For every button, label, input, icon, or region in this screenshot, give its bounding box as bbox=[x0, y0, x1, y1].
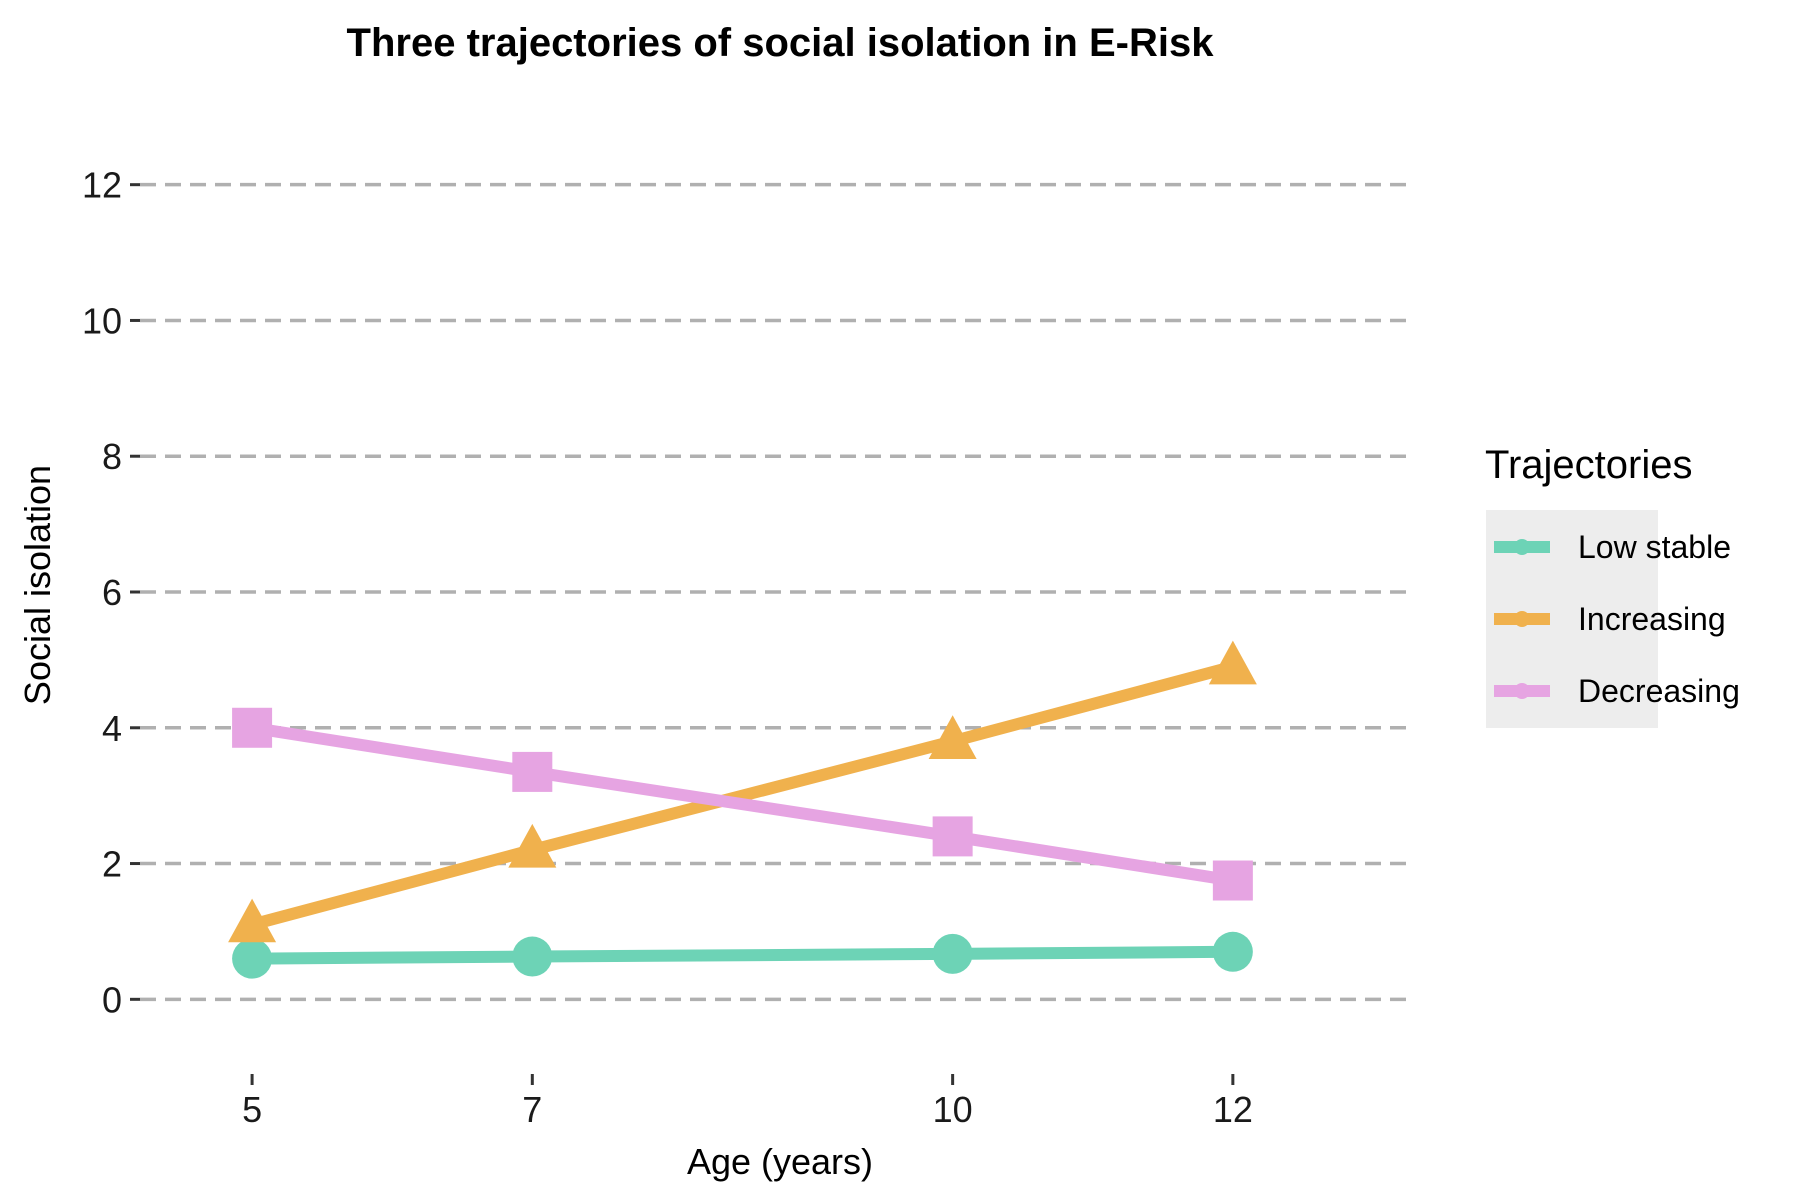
series-lines bbox=[228, 640, 1257, 979]
data-point-square bbox=[512, 751, 553, 792]
data-point-triangle bbox=[508, 823, 557, 868]
series-decreasing bbox=[232, 707, 1253, 901]
data-point-square bbox=[932, 816, 973, 857]
x-tick-label: 12 bbox=[1213, 1089, 1253, 1130]
y-axis-title: Social isolation bbox=[17, 465, 58, 705]
data-point-triangle bbox=[1208, 640, 1257, 685]
x-tick-label: 7 bbox=[522, 1089, 542, 1130]
y-tick-label: 10 bbox=[82, 300, 122, 341]
legend-swatch-dot bbox=[1514, 683, 1530, 699]
legend-title: Trajectories bbox=[1485, 443, 1692, 487]
x-axis-title: Age (years) bbox=[687, 1141, 873, 1182]
y-tick-label: 2 bbox=[102, 844, 122, 885]
data-point-triangle bbox=[228, 898, 277, 943]
y-tick-label: 0 bbox=[102, 979, 122, 1020]
legend-item: Decreasing bbox=[1494, 673, 1740, 709]
data-point-square bbox=[232, 707, 273, 748]
y-tick-label: 4 bbox=[102, 708, 122, 749]
y-axis: 0 2 4 6 8 10 12 bbox=[82, 165, 140, 1020]
series-low-stable bbox=[232, 931, 1253, 979]
x-tick-label: 10 bbox=[933, 1089, 973, 1130]
y-tick-label: 8 bbox=[102, 436, 122, 477]
legend: Trajectories Low stable Increasing Decreas… bbox=[1485, 443, 1740, 728]
y-tick-label: 6 bbox=[102, 572, 122, 613]
x-axis: 5 7 10 12 bbox=[242, 1074, 1253, 1130]
series-line bbox=[251, 721, 1234, 887]
gridlines bbox=[140, 182, 1415, 1002]
data-point-triangle bbox=[928, 715, 977, 759]
data-point-circle bbox=[932, 933, 973, 974]
data-point-square bbox=[1212, 860, 1253, 901]
legend-item: Increasing bbox=[1494, 601, 1726, 637]
legend-label: Low stable bbox=[1578, 529, 1731, 565]
y-tick-label: 12 bbox=[82, 165, 122, 206]
legend-item: Low stable bbox=[1494, 529, 1731, 565]
legend-swatch-dot bbox=[1514, 539, 1530, 555]
x-tick-label: 5 bbox=[242, 1089, 262, 1130]
legend-label: Decreasing bbox=[1578, 673, 1740, 709]
data-point-circle bbox=[1212, 931, 1253, 972]
legend-label: Increasing bbox=[1578, 601, 1726, 637]
series-increasing bbox=[228, 640, 1257, 943]
data-point-circle bbox=[512, 936, 553, 977]
chart-title: Three trajectories of social isolation i… bbox=[347, 21, 1215, 65]
series-line bbox=[250, 660, 1235, 931]
legend-swatch-dot bbox=[1514, 611, 1530, 627]
series-line bbox=[252, 945, 1233, 965]
data-point-circle bbox=[232, 938, 273, 979]
